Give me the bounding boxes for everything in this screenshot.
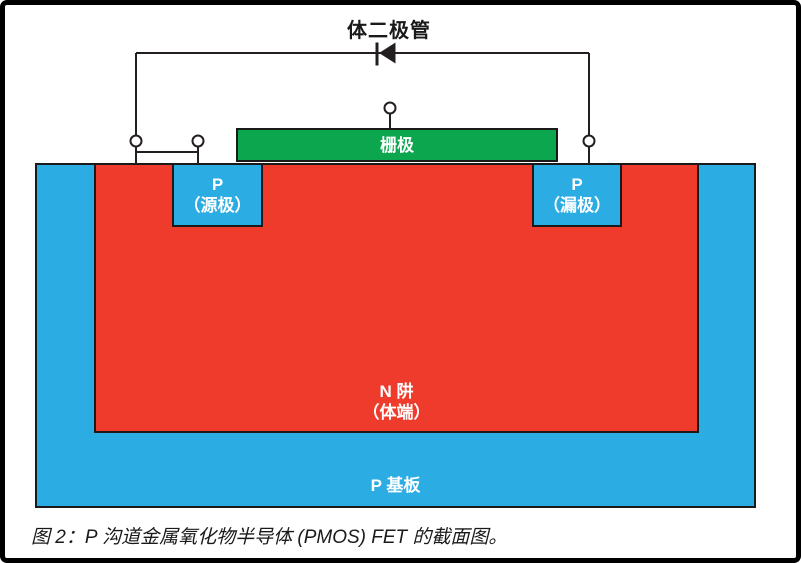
nwell-label: N 阱 （体端） <box>363 381 431 431</box>
substrate-label: P 基板 <box>370 476 421 495</box>
drain-label: P （漏极） <box>543 174 611 216</box>
nwell-label-line1: N 阱 <box>379 382 414 401</box>
p-drain-region: P （漏极） <box>532 163 622 227</box>
source-label: P （源极） <box>184 174 252 216</box>
source-terminal-circle <box>191 134 205 148</box>
diode-cathode-bar <box>375 42 379 66</box>
body-diode-label: 体二极管 <box>347 20 431 42</box>
figure-caption: 图 2：P 沟道金属氧化物半导体 (PMOS) FET 的截面图。 <box>31 527 508 548</box>
nwell-label-line2: （体端） <box>362 403 431 422</box>
source-label-line1: P <box>211 175 224 194</box>
gate-terminal-circle <box>383 101 397 115</box>
body-terminal-circle <box>129 134 143 148</box>
gate-label: 栅极 <box>380 135 414 155</box>
gate-region: 栅极 <box>236 128 558 162</box>
drain-label-line1: P <box>571 175 583 194</box>
source-label-line2: （源极） <box>183 196 252 215</box>
diode-icon <box>375 42 396 66</box>
p-source-region: P （源极） <box>172 163 263 227</box>
diode-anode-triangle <box>379 42 396 64</box>
drain-label-line2: （漏极） <box>543 196 611 215</box>
drain-terminal-circle <box>582 134 596 148</box>
